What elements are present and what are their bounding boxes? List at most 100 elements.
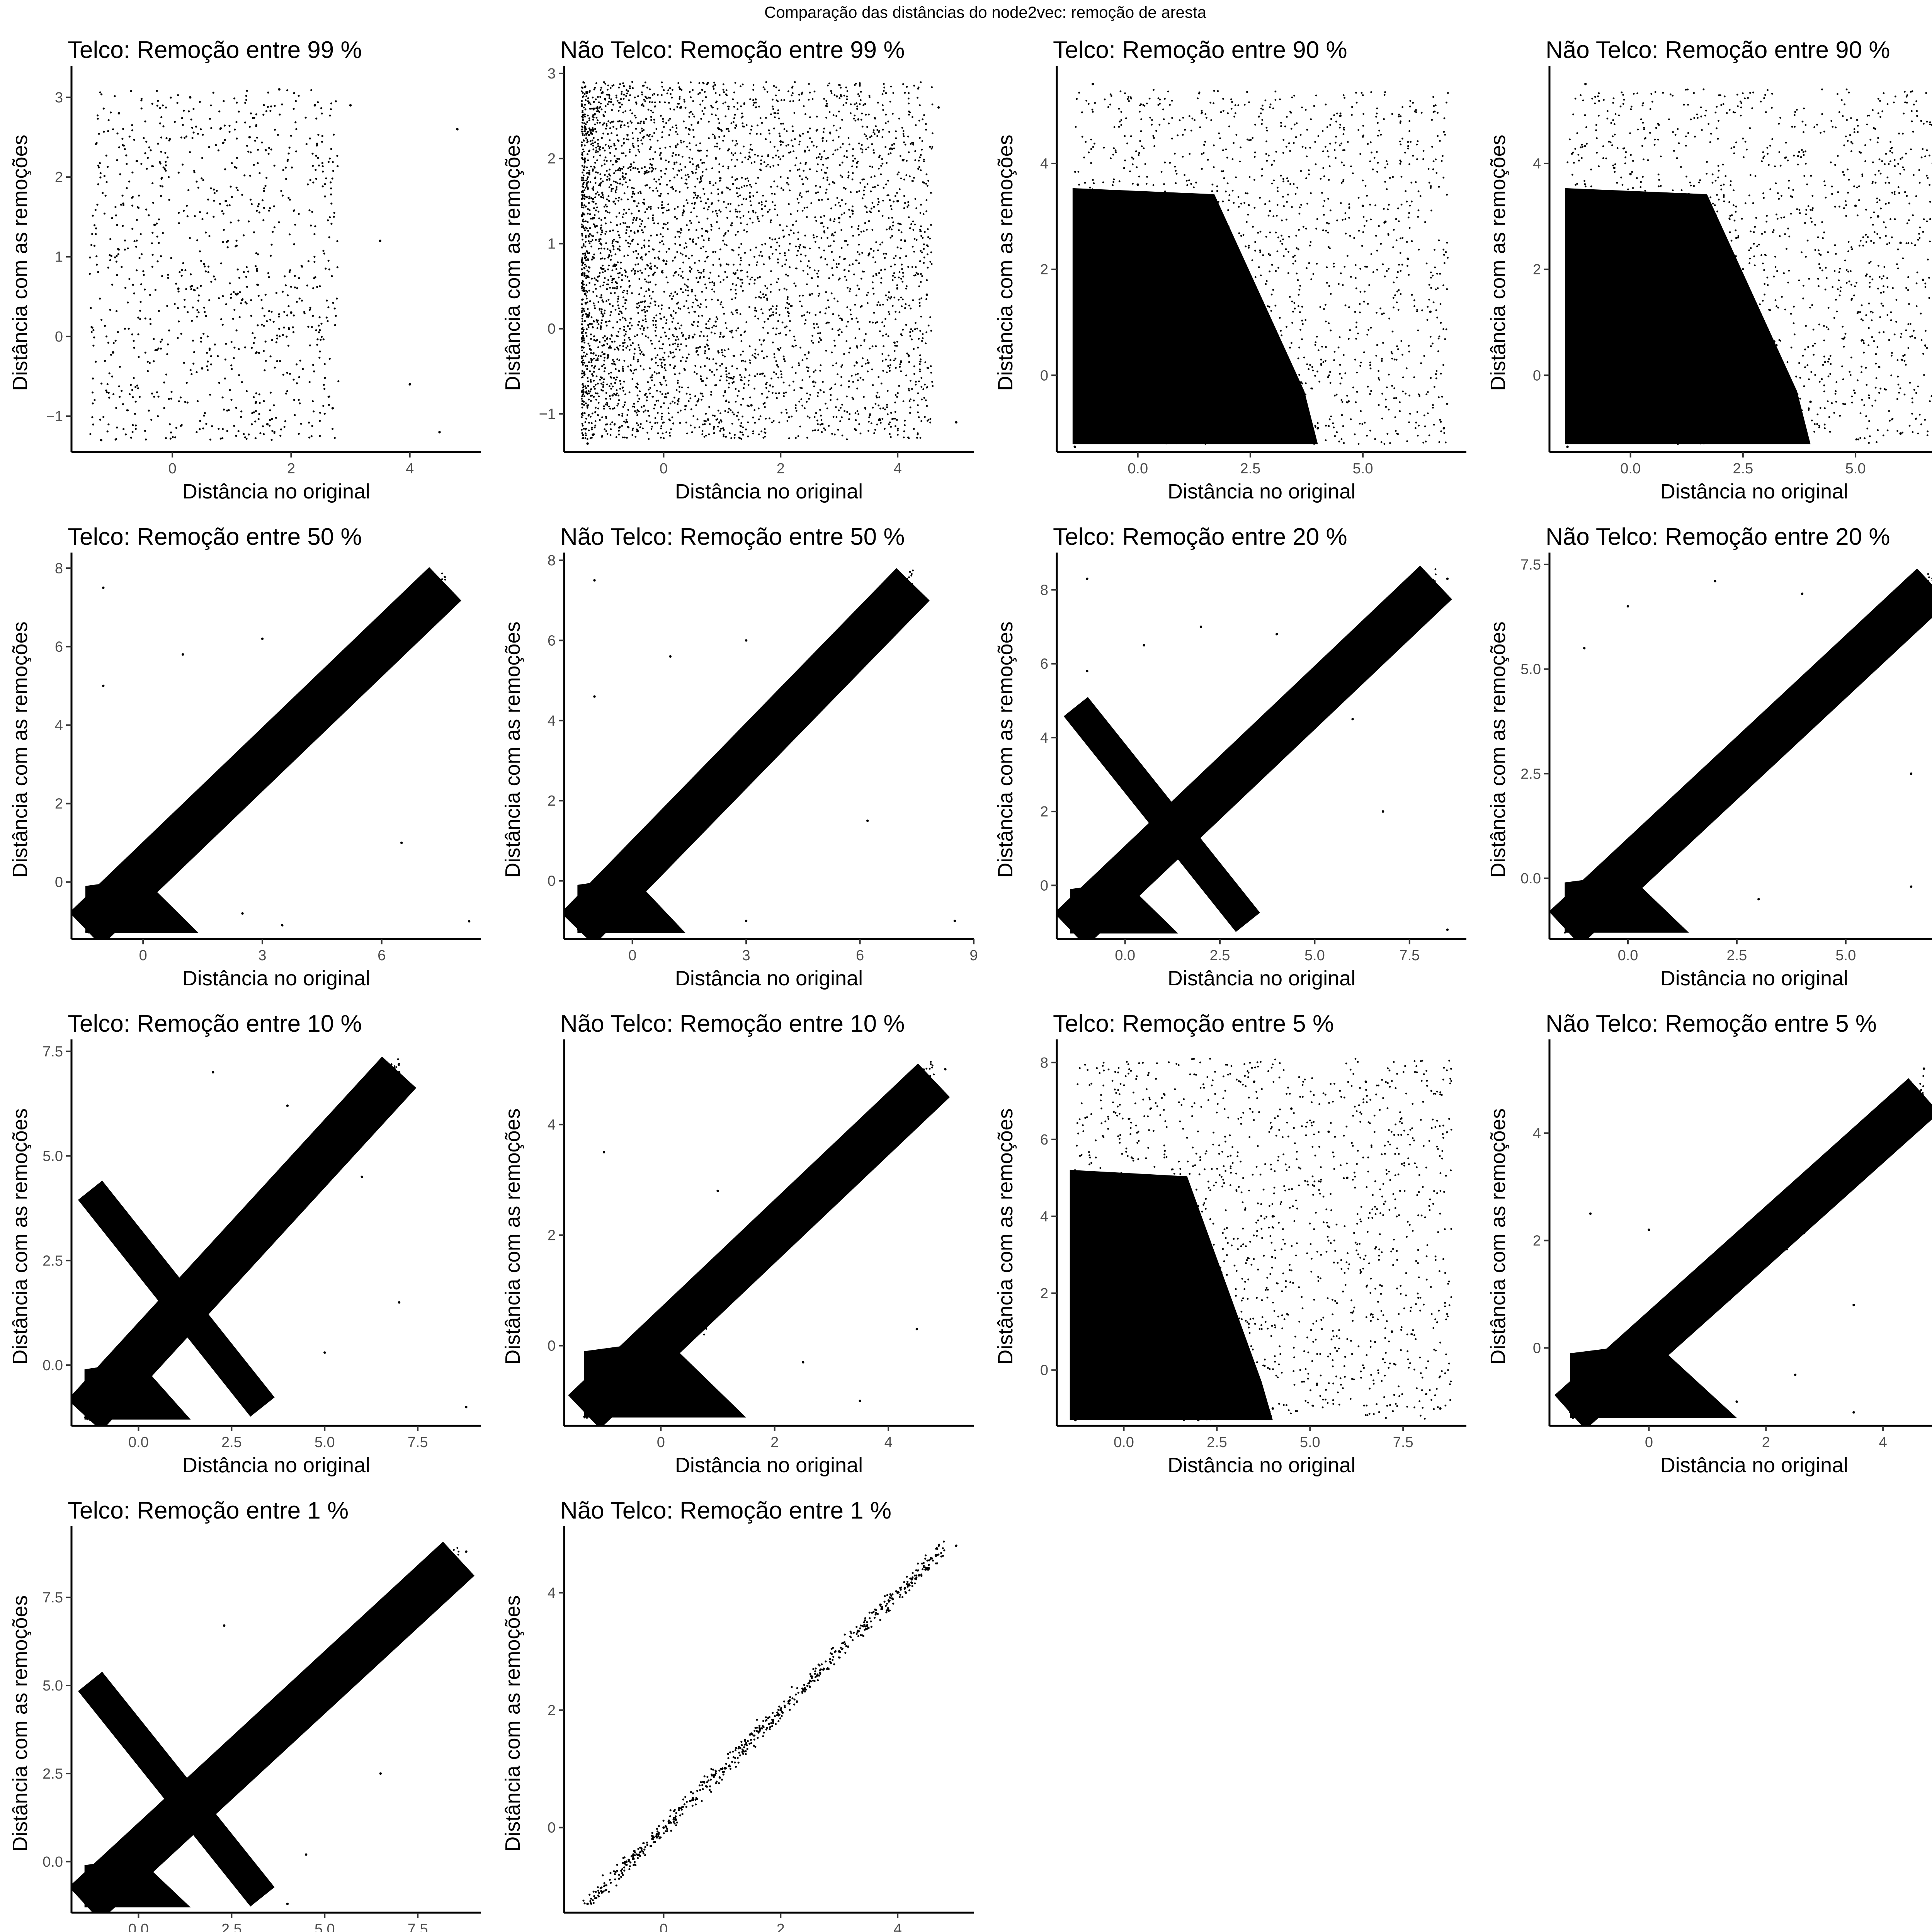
scatter-point xyxy=(889,199,891,201)
scatter-point xyxy=(585,265,587,267)
scatter-point xyxy=(908,389,910,391)
scatter-point xyxy=(102,107,105,110)
scatter-point xyxy=(632,137,634,139)
scatter-point xyxy=(220,318,223,320)
scatter-point xyxy=(620,198,622,201)
scatter-point xyxy=(660,157,662,159)
scatter-point xyxy=(168,139,170,142)
scatter-point xyxy=(744,252,746,254)
scatter-point xyxy=(150,149,152,151)
scatter-point xyxy=(793,345,795,348)
scatter-point xyxy=(620,98,622,100)
scatter-point xyxy=(788,234,790,236)
scatter-point xyxy=(739,431,742,433)
scatter-point xyxy=(814,381,816,384)
scatter-point xyxy=(735,284,737,286)
scatter-point xyxy=(914,328,916,330)
scatter-point xyxy=(809,92,811,94)
scatter-point xyxy=(896,200,899,202)
scatter-point xyxy=(689,393,691,396)
scatter-point xyxy=(825,189,828,190)
scatter-point xyxy=(823,391,825,393)
scatter-point xyxy=(610,145,612,148)
scatter-point xyxy=(724,355,726,358)
scatter-point xyxy=(596,191,599,194)
scatter-point xyxy=(926,405,928,407)
scatter-point xyxy=(330,202,333,205)
scatter-point xyxy=(615,160,617,162)
scatter-point xyxy=(107,423,110,425)
scatter-point xyxy=(647,410,649,412)
scatter-point xyxy=(590,333,592,335)
scatter-point xyxy=(597,172,599,174)
scatter-point xyxy=(880,383,883,384)
scatter-point xyxy=(696,350,698,352)
scatter-point xyxy=(619,120,621,122)
scatter-point xyxy=(872,131,875,133)
scatter-point xyxy=(600,108,603,111)
scatter-point xyxy=(856,108,858,110)
scatter-point xyxy=(717,188,719,190)
scatter-point xyxy=(922,118,924,121)
scatter-point xyxy=(655,327,657,328)
scatter-point xyxy=(635,368,637,371)
scatter-point xyxy=(623,192,626,194)
scatter-point xyxy=(581,90,583,92)
scatter-point xyxy=(675,127,678,129)
scatter-point xyxy=(206,212,209,214)
scatter-point xyxy=(624,436,626,439)
scatter-point xyxy=(808,260,810,262)
scatter-point xyxy=(877,249,879,252)
scatter-point xyxy=(802,133,804,135)
scatter-point xyxy=(853,273,855,276)
scatter-point xyxy=(697,195,699,197)
scatter-point xyxy=(682,261,684,264)
scatter-point xyxy=(592,145,594,147)
scatter-point xyxy=(614,253,617,255)
scatter-point xyxy=(126,163,128,165)
scatter-point xyxy=(765,81,767,83)
scatter-point xyxy=(713,291,716,293)
scatter-point xyxy=(787,177,789,179)
scatter-point xyxy=(905,255,907,257)
scatter-point xyxy=(810,202,813,204)
scatter-point xyxy=(638,278,641,280)
scatter-point xyxy=(878,404,880,406)
scatter-point xyxy=(772,327,774,330)
scatter-point xyxy=(865,135,867,137)
scatter-point xyxy=(784,360,786,362)
scatter-point xyxy=(195,126,197,128)
scatter-point xyxy=(779,224,781,226)
scatter-point xyxy=(724,101,726,104)
scatter-point xyxy=(131,431,134,433)
scatter-point xyxy=(704,260,706,262)
scatter-point xyxy=(687,386,689,389)
scatter-point xyxy=(212,92,214,94)
scatter-point xyxy=(629,94,631,96)
scatter-point xyxy=(256,268,258,270)
scatter-point xyxy=(641,104,643,106)
scatter-point xyxy=(701,291,703,293)
scatter-point xyxy=(613,363,615,365)
scatter-point xyxy=(778,421,781,423)
scatter-point xyxy=(622,222,624,224)
scatter-point xyxy=(650,428,653,430)
scatter-point xyxy=(144,317,146,320)
scatter-point xyxy=(786,325,788,328)
scatter-point xyxy=(825,322,828,325)
scatter-point xyxy=(615,94,617,97)
scatter-point xyxy=(581,416,583,418)
scatter-point xyxy=(587,213,589,215)
scatter-point xyxy=(840,229,842,231)
scatter-point xyxy=(593,367,595,369)
scatter-point xyxy=(660,176,662,178)
scatter-point xyxy=(585,402,587,405)
scatter-point xyxy=(828,321,830,324)
scatter-point xyxy=(238,374,240,376)
scatter-point xyxy=(774,238,776,240)
scatter-point xyxy=(835,406,837,408)
scatter-point xyxy=(588,128,591,130)
scatter-point xyxy=(631,292,633,294)
scatter-point xyxy=(241,194,243,196)
scatter-point xyxy=(765,200,767,202)
